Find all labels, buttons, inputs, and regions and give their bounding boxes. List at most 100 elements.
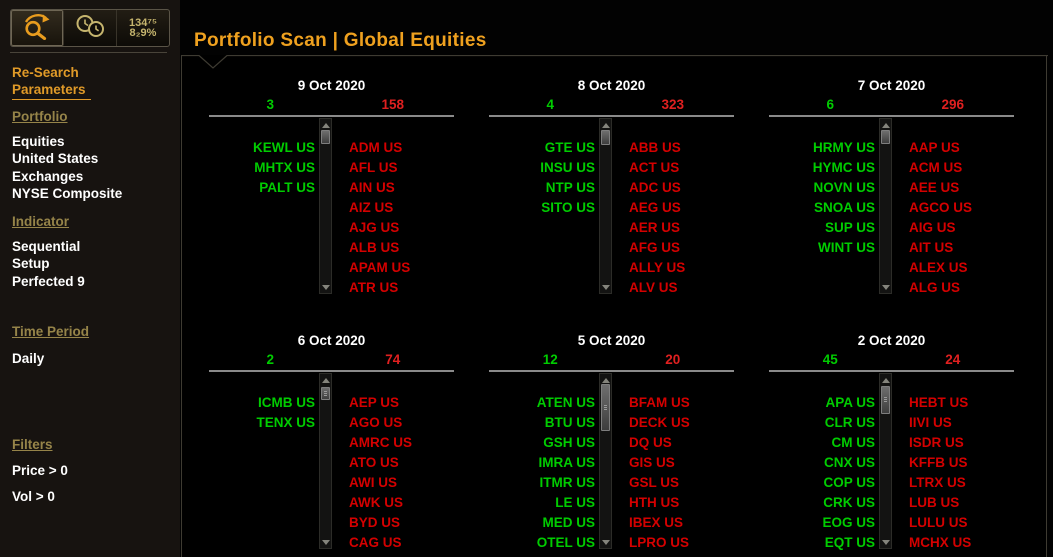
scroll-up-arrow[interactable] — [320, 375, 331, 385]
ticker-red[interactable]: MCHX US — [909, 535, 972, 550]
ticker-green[interactable]: ITMR US — [539, 475, 596, 490]
ticker-red[interactable]: ABB US — [629, 140, 681, 155]
ticker-red[interactable]: ISDR US — [909, 435, 964, 450]
ticker-red[interactable]: LULU US — [909, 515, 968, 530]
scroll-thumb[interactable] — [601, 384, 610, 431]
ticker-red[interactable]: KFFB US — [909, 455, 968, 470]
ticker-red[interactable]: AER US — [629, 220, 681, 235]
ticker-green[interactable]: CRK US — [823, 495, 875, 510]
scroll-down-arrow[interactable] — [320, 537, 331, 547]
indicator-section-heading[interactable]: Indicator — [12, 214, 70, 229]
ticker-green[interactable]: TENX US — [256, 415, 315, 430]
ticker-green[interactable]: BTU US — [544, 415, 595, 430]
ticker-red[interactable]: HTH US — [629, 495, 680, 510]
scroll-down-arrow[interactable] — [600, 282, 611, 292]
ticker-green[interactable]: GTE US — [544, 140, 595, 155]
ticker-red[interactable]: AMRC US — [349, 435, 412, 450]
ticker-red[interactable]: IIVI US — [909, 415, 952, 430]
ticker-red[interactable]: ALG US — [909, 280, 961, 295]
ticker-red[interactable]: BYD US — [349, 515, 401, 530]
ticker-red[interactable]: GSL US — [629, 475, 680, 490]
ticker-green[interactable]: CLR US — [824, 415, 875, 430]
ticker-green[interactable]: GSH US — [543, 435, 595, 450]
ticker-red[interactable]: ATO US — [349, 455, 399, 470]
ticker-green[interactable]: INSU US — [540, 160, 595, 175]
ticker-green[interactable]: NTP US — [545, 180, 595, 195]
ticker-green[interactable]: OTEL US — [536, 535, 595, 550]
ticker-green[interactable]: COP US — [823, 475, 875, 490]
scrollbar[interactable] — [319, 373, 332, 549]
ticker-green[interactable]: EOG US — [822, 515, 875, 530]
time-period-section-heading[interactable]: Time Period — [12, 324, 90, 339]
ticker-red[interactable]: DQ US — [629, 435, 672, 450]
ticker-green[interactable]: SNOA US — [813, 200, 875, 215]
scroll-down-arrow[interactable] — [880, 282, 891, 292]
ticker-green[interactable]: LE US — [555, 495, 595, 510]
scrollbar[interactable] — [599, 373, 612, 549]
ticker-red[interactable]: AIT US — [909, 240, 954, 255]
ticker-green[interactable]: ICMB US — [258, 395, 315, 410]
ticker-green[interactable]: PALT US — [259, 180, 315, 195]
scroll-thumb[interactable] — [881, 386, 890, 414]
ticker-red[interactable]: HEBT US — [909, 395, 969, 410]
ticker-red[interactable]: AFG US — [629, 240, 681, 255]
ticker-red[interactable]: DECK US — [629, 415, 690, 430]
portfolio-section-heading[interactable]: Portfolio — [12, 109, 68, 124]
ticker-red[interactable]: CAG US — [349, 535, 402, 550]
scroll-thumb[interactable] — [601, 130, 610, 145]
ticker-red[interactable]: ADM US — [349, 140, 403, 155]
scroll-up-arrow[interactable] — [600, 375, 611, 385]
ticker-red[interactable]: AGCO US — [909, 200, 973, 215]
scroll-down-arrow[interactable] — [600, 537, 611, 547]
scrollbar[interactable] — [319, 118, 332, 294]
ticker-green[interactable]: SUP US — [824, 220, 875, 235]
ticker-red[interactable]: ATR US — [349, 280, 399, 295]
ticker-red[interactable]: ACM US — [909, 160, 963, 175]
ticker-red[interactable]: AEG US — [629, 200, 681, 215]
ticker-green[interactable]: MHTX US — [254, 160, 315, 175]
ticker-red[interactable]: AJG US — [349, 220, 400, 235]
scroll-up-arrow[interactable] — [880, 375, 891, 385]
ticker-red[interactable]: AAP US — [909, 140, 960, 155]
ticker-green[interactable]: MED US — [542, 515, 595, 530]
scrollbar[interactable] — [879, 118, 892, 294]
scroll-up-arrow[interactable] — [880, 120, 891, 130]
scroll-thumb[interactable] — [321, 130, 330, 144]
scroll-down-arrow[interactable] — [320, 282, 331, 292]
scroll-thumb[interactable] — [881, 130, 890, 144]
ticker-red[interactable]: ACT US — [629, 160, 680, 175]
ticker-green[interactable]: APA US — [825, 395, 875, 410]
scroll-thumb[interactable] — [321, 387, 330, 400]
ticker-green[interactable]: HYMC US — [812, 160, 875, 175]
ticker-red[interactable]: AWK US — [349, 495, 403, 510]
ticker-red[interactable]: ALLY US — [629, 260, 686, 275]
ticker-green[interactable]: ATEN US — [536, 395, 595, 410]
ticker-green[interactable]: SITO US — [541, 200, 595, 215]
ticker-red[interactable]: APAM US — [349, 260, 411, 275]
ticker-green[interactable]: NOVN US — [813, 180, 875, 195]
ticker-red[interactable]: AWI US — [349, 475, 398, 490]
ticker-red[interactable]: LUB US — [909, 495, 960, 510]
scroll-up-arrow[interactable] — [320, 120, 331, 130]
ticker-red[interactable]: BFAM US — [629, 395, 690, 410]
ticker-green[interactable]: CNX US — [823, 455, 875, 470]
ticker-red[interactable]: IBEX US — [629, 515, 684, 530]
re-search-parameters-link[interactable]: Re-Search Parameters — [12, 64, 91, 100]
ticker-red[interactable]: LTRX US — [909, 475, 966, 490]
scroll-up-arrow[interactable] — [600, 120, 611, 130]
ticker-red[interactable]: ALEX US — [909, 260, 968, 275]
ticker-green[interactable]: KEWL US — [252, 140, 315, 155]
ticker-green[interactable]: EQT US — [824, 535, 875, 550]
ticker-red[interactable]: AEE US — [909, 180, 960, 195]
ticker-red[interactable]: AIZ US — [349, 200, 394, 215]
ticker-red[interactable]: AFL US — [349, 160, 398, 175]
ticker-red[interactable]: LPRO US — [629, 535, 690, 550]
ticker-green[interactable]: HRMY US — [812, 140, 875, 155]
numbers-button[interactable]: 134⁷⁵ 8₂9% — [117, 10, 169, 46]
ticker-red[interactable]: GIS US — [629, 455, 675, 470]
ticker-red[interactable]: AEP US — [349, 395, 400, 410]
scroll-down-arrow[interactable] — [880, 537, 891, 547]
ticker-red[interactable]: AGO US — [349, 415, 403, 430]
ticker-red[interactable]: ALB US — [349, 240, 400, 255]
ticker-red[interactable]: ADC US — [629, 180, 681, 195]
